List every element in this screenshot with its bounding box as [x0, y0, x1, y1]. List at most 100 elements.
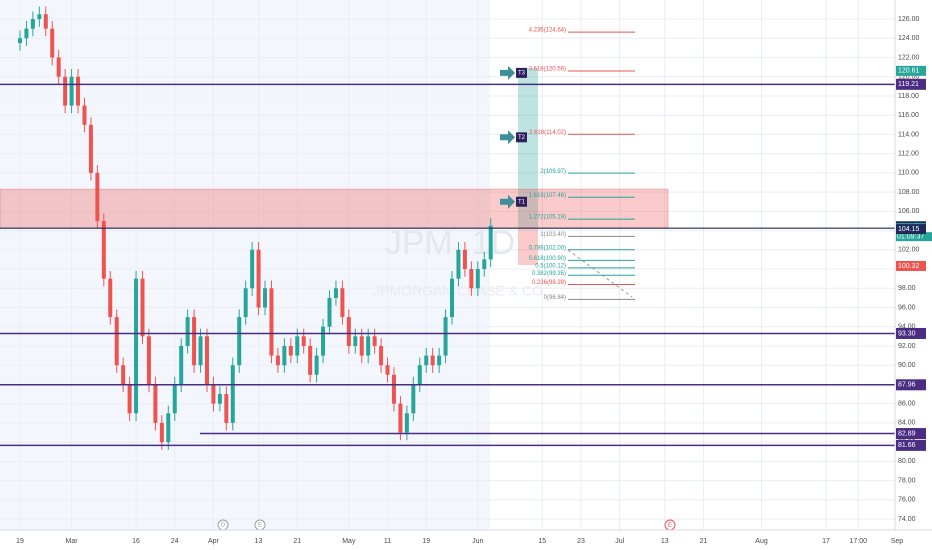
y-tick-label: 102.00	[898, 247, 920, 254]
time-axis	[0, 530, 932, 550]
candle-body	[204, 336, 209, 385]
y-tick-label: 120.00	[898, 74, 920, 81]
candle-body	[140, 278, 145, 337]
candle-body	[411, 384, 416, 414]
resistance-zone	[0, 188, 669, 229]
candle-body	[217, 394, 222, 404]
target-arrow	[500, 65, 515, 80]
candle-body	[63, 76, 68, 106]
fib-label: 0.5(100.12)	[535, 263, 566, 269]
candle-body	[295, 336, 300, 356]
candle-body	[179, 345, 184, 385]
candle-body	[172, 384, 177, 414]
candle-body	[333, 288, 338, 298]
candle-body	[475, 269, 480, 289]
candle-body	[43, 14, 48, 29]
candle-body	[314, 355, 319, 375]
target-label: T3	[518, 70, 526, 76]
candle-body	[146, 336, 151, 385]
x-tick-label: 13	[255, 538, 263, 545]
candle-body	[488, 225, 493, 260]
fib-label: 1.618(107.46)	[529, 193, 566, 199]
y-tick-label: 86.00	[898, 400, 916, 407]
candle-body	[282, 345, 287, 366]
fib-label: 4.236(124.64)	[529, 28, 566, 34]
event-label: E	[668, 523, 672, 529]
x-tick-label: Jul	[615, 538, 624, 545]
target-box	[518, 68, 538, 228]
candle-body	[108, 278, 113, 318]
fib-label: 0.382(99.35)	[532, 271, 566, 277]
x-tick-label: 17	[822, 538, 830, 545]
price-tag-label: 120.61	[898, 68, 920, 75]
candle-body	[269, 288, 274, 356]
candle-body	[424, 355, 429, 366]
level-tag	[896, 327, 926, 339]
fib-label: 3.618(120.59)	[529, 67, 566, 73]
candle-body	[50, 28, 55, 58]
level-tag	[896, 78, 926, 90]
x-tick-label: 19	[422, 538, 430, 545]
projection-line	[567, 249, 633, 298]
y-tick-label: 114.00	[898, 131, 919, 138]
candle-body	[101, 220, 106, 279]
x-tick-label: 16	[132, 538, 140, 545]
candle-body	[366, 336, 371, 356]
level-tag-label: 81.66	[898, 442, 916, 449]
y-tick-label: 106.00	[898, 208, 920, 215]
countdown: 01:09:37	[897, 234, 924, 241]
event-label: E	[258, 523, 262, 529]
y-tick-label: 122.00	[898, 54, 920, 61]
fib-label: 2(109.97)	[540, 169, 566, 175]
candle-body	[153, 384, 158, 423]
candle-body	[462, 249, 467, 270]
y-tick-label: 112.00	[898, 150, 919, 157]
fib-label: 1.272(105.19)	[529, 215, 566, 221]
candle-body	[166, 413, 171, 443]
candle-body	[482, 259, 487, 270]
candle-body	[437, 355, 442, 366]
fib-label: 2.618(114.02)	[529, 130, 566, 136]
y-tick-label: 98.00	[898, 285, 916, 292]
candle-body	[256, 249, 261, 308]
x-tick-label: 11	[384, 538, 391, 545]
y-tick-label: 90.00	[898, 362, 916, 369]
y-tick-label: 94.00	[898, 324, 916, 331]
x-tick-label: 19	[16, 538, 24, 545]
candle-body	[353, 336, 358, 346]
candle-body	[308, 345, 313, 375]
candle-body	[275, 355, 280, 366]
candle-body	[469, 269, 474, 289]
candle-body	[243, 288, 248, 318]
candle-body	[450, 278, 455, 318]
candle-body	[398, 403, 403, 433]
candle-body	[30, 19, 35, 29]
candle-body	[192, 317, 197, 366]
y-tick-label: 118.00	[898, 93, 919, 100]
x-tick-label: Jun	[472, 538, 483, 545]
level-tag	[896, 439, 926, 451]
y-tick-label: 76.00	[898, 497, 916, 504]
target-arrow	[500, 130, 515, 145]
candle-body	[379, 345, 384, 366]
candle-body	[211, 384, 216, 404]
level-tag-label: 93.30	[898, 330, 916, 337]
candle-body	[263, 288, 268, 308]
stop-box	[518, 228, 538, 265]
x-tick-label: 23	[577, 538, 585, 545]
level-tag-label: 82.89	[898, 430, 916, 437]
price-tag-label: 104.15	[898, 226, 920, 233]
candle-body	[134, 278, 139, 414]
candle-body	[82, 105, 87, 125]
price-tag	[896, 260, 926, 271]
candle-body	[198, 336, 203, 366]
candle-body	[417, 365, 422, 385]
candle-body	[327, 297, 332, 327]
fib-label: 0(96.84)	[544, 295, 566, 301]
candle-body	[230, 365, 235, 423]
candle-body	[359, 336, 364, 356]
y-tick-label: 84.00	[898, 420, 916, 427]
candle-body	[185, 317, 190, 346]
x-tick-label: 13	[661, 538, 669, 545]
